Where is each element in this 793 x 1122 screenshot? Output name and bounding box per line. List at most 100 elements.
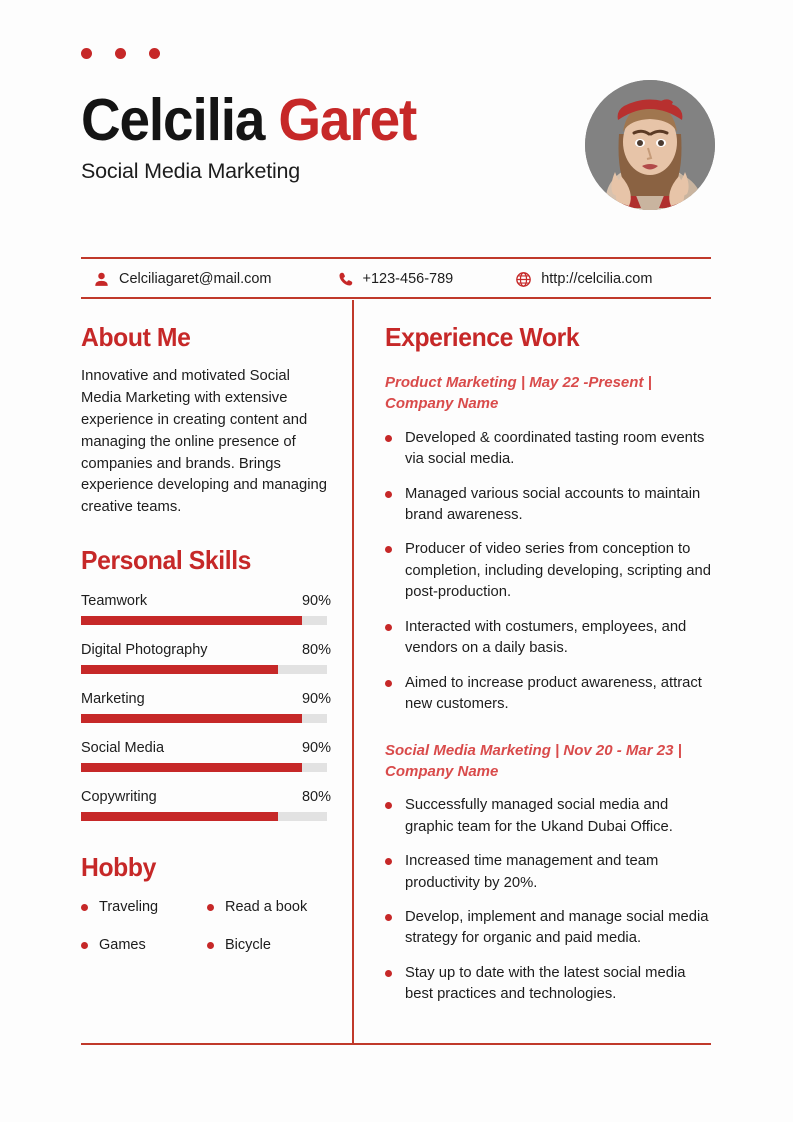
job-bullet-text: Aimed to increase product awareness, att… bbox=[405, 674, 702, 713]
skill-label: Teamwork bbox=[81, 593, 148, 610]
contact-rule-top bbox=[81, 257, 711, 259]
skill-label: Social Media bbox=[81, 740, 165, 757]
bullet-icon bbox=[207, 903, 214, 911]
skill-item: Copywriting 80% bbox=[81, 789, 331, 822]
skill-value: 90% bbox=[301, 740, 331, 757]
list-item: Interacted with costumers, employees, an… bbox=[385, 617, 713, 660]
list-item: Successfully managed social media and gr… bbox=[385, 795, 713, 838]
footer-rule bbox=[81, 1043, 711, 1045]
skill-label: Digital Photography bbox=[81, 642, 208, 659]
hobby-title: Hobby bbox=[81, 852, 156, 883]
contact-email[interactable]: Celciliagaret@mail.com bbox=[93, 271, 272, 288]
skill-value: 80% bbox=[301, 789, 331, 806]
job-heading: Product Marketing | May 22 -Present | Co… bbox=[385, 374, 652, 413]
skill-progress-fill bbox=[81, 763, 303, 773]
bullet-icon bbox=[385, 858, 392, 866]
skill-label: Copywriting bbox=[81, 789, 157, 806]
skill-value: 90% bbox=[301, 593, 331, 610]
bullet-icon bbox=[385, 434, 392, 442]
skill-progress-fill bbox=[81, 714, 303, 724]
skill-value: 90% bbox=[301, 691, 331, 708]
experience-title: Experience Work bbox=[385, 322, 580, 352]
job-bullet-text: Successfully managed social media and gr… bbox=[405, 797, 673, 835]
skill-progress-track bbox=[81, 616, 327, 626]
contact-bar: Celciliagaret@mail.com +123-456-789 http… bbox=[81, 262, 711, 296]
first-name: Celcilia bbox=[81, 87, 265, 153]
bullet-icon bbox=[385, 913, 392, 921]
contact-rule-bottom bbox=[81, 297, 711, 299]
dot-icon bbox=[81, 48, 92, 59]
bullet-icon bbox=[385, 546, 392, 554]
experience-job: Product Marketing | May 22 -Present | Co… bbox=[385, 372, 713, 716]
job-bullet-list: Developed & coordinated tasting room eve… bbox=[385, 428, 713, 716]
skills-section: Personal Skills Teamwork 90% Digital Pho… bbox=[81, 545, 331, 822]
list-item: Increased time management and team produ… bbox=[385, 851, 713, 894]
job-bullet-text: Interacted with costumers, employees, an… bbox=[405, 618, 687, 657]
hobby-label: Traveling bbox=[99, 899, 159, 916]
column-divider bbox=[352, 300, 354, 1044]
job-bullet-text: Increased time management and team produ… bbox=[405, 853, 659, 891]
contact-website[interactable]: http://celcilia.com bbox=[515, 271, 652, 288]
skill-progress-track bbox=[81, 714, 327, 724]
skill-item: Social Media 90% bbox=[81, 740, 331, 773]
list-item: Producer of video series from conception… bbox=[385, 539, 713, 603]
job-bullet-list: Successfully managed social media and gr… bbox=[385, 795, 713, 1006]
contact-phone-text: +123-456-789 bbox=[362, 271, 454, 287]
job-bullet-text: Managed various social accounts to maint… bbox=[405, 485, 701, 523]
skill-progress-track bbox=[81, 665, 327, 675]
about-title: About Me bbox=[81, 322, 191, 352]
skill-item: Marketing 90% bbox=[81, 691, 331, 724]
skill-progress-fill bbox=[81, 616, 303, 626]
avatar bbox=[585, 80, 715, 210]
skills-title: Personal Skills bbox=[81, 545, 252, 576]
contact-email-text: Celciliagaret@mail.com bbox=[119, 271, 272, 287]
bullet-icon bbox=[81, 903, 88, 911]
hobby-label: Games bbox=[99, 937, 146, 954]
bullet-icon bbox=[385, 623, 392, 631]
list-item: Developed & coordinated tasting room eve… bbox=[385, 428, 713, 471]
skill-label: Marketing bbox=[81, 691, 145, 708]
bullet-icon bbox=[81, 941, 88, 949]
experience-job: Social Media Marketing | Nov 20 - Mar 23… bbox=[385, 740, 713, 1006]
bullet-icon bbox=[385, 969, 392, 977]
portrait-photo-icon bbox=[585, 80, 715, 210]
list-item: Bicycle bbox=[207, 937, 333, 953]
skill-item: Teamwork 90% bbox=[81, 593, 331, 626]
list-item: Managed various social accounts to maint… bbox=[385, 484, 713, 527]
about-text: Innovative and motivated Social Media Ma… bbox=[81, 368, 327, 516]
skill-value: 80% bbox=[301, 642, 331, 659]
last-name: Garet bbox=[278, 87, 417, 153]
left-column: About Me Innovative and motivated Social… bbox=[81, 322, 331, 953]
globe-icon bbox=[516, 271, 532, 287]
job-bullet-text: Developed & coordinated tasting room eve… bbox=[405, 429, 705, 468]
list-item: Games bbox=[81, 937, 207, 953]
skill-progress-fill bbox=[81, 665, 278, 675]
bullet-icon bbox=[207, 941, 214, 949]
hobby-label: Bicycle bbox=[225, 937, 271, 954]
job-role: Social Media Marketing bbox=[81, 159, 301, 184]
decorative-dots bbox=[81, 48, 160, 59]
job-heading: Social Media Marketing | Nov 20 - Mar 23… bbox=[385, 741, 682, 780]
contact-website-text: http://celcilia.com bbox=[541, 271, 653, 287]
dot-icon bbox=[115, 48, 126, 59]
skill-item: Digital Photography 80% bbox=[81, 642, 331, 675]
bullet-icon bbox=[385, 679, 392, 687]
bullet-icon bbox=[385, 490, 392, 498]
contact-phone[interactable]: +123-456-789 bbox=[337, 271, 454, 288]
list-item: Traveling bbox=[81, 899, 207, 915]
phone-icon bbox=[338, 272, 352, 286]
right-column: Experience Work Product Marketing | May … bbox=[385, 322, 713, 1019]
person-icon bbox=[95, 272, 108, 286]
list-item: Stay up to date with the latest social m… bbox=[385, 963, 713, 1006]
hobby-section: Hobby Traveling Read a book Games Bicycl… bbox=[81, 852, 331, 953]
job-bullet-text: Develop, implement and manage social med… bbox=[405, 908, 709, 947]
page-title: Celcilia Garet bbox=[81, 90, 518, 150]
list-item: Develop, implement and manage social med… bbox=[385, 907, 713, 950]
job-bullet-text: Producer of video series from conception… bbox=[405, 541, 711, 601]
list-item: Read a book bbox=[207, 899, 333, 915]
hobby-label: Read a book bbox=[225, 899, 308, 916]
about-section: About Me Innovative and motivated Social… bbox=[81, 322, 331, 519]
bullet-icon bbox=[385, 802, 392, 810]
skill-progress-track bbox=[81, 812, 327, 822]
